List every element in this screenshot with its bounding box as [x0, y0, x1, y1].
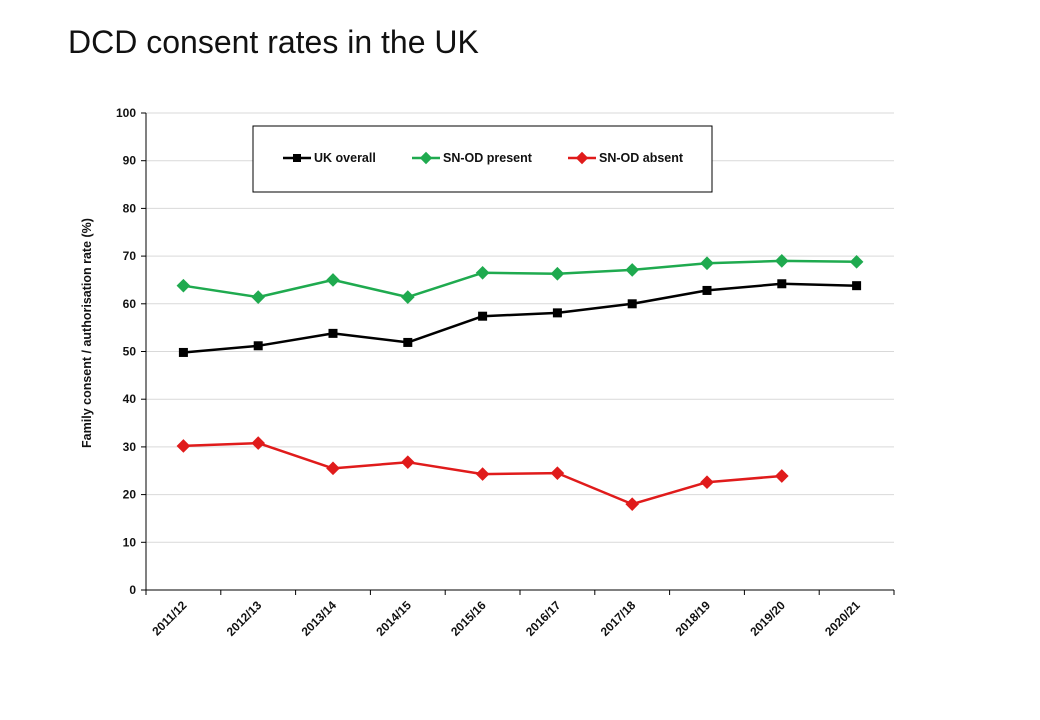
y-tick-label: 40	[123, 392, 137, 406]
data-point	[400, 455, 415, 469]
data-point	[849, 255, 864, 269]
page-title: DCD consent rates in the UK	[68, 24, 479, 60]
data-point	[774, 254, 789, 268]
legend-marker	[419, 151, 433, 165]
y-axis-title: Family consent / authorisation rate (%)	[80, 218, 94, 448]
data-point	[700, 475, 714, 490]
data-point	[176, 439, 191, 453]
y-tick-label: 20	[123, 488, 137, 502]
legend-label: UK overall	[314, 151, 376, 165]
y-tick-label: 70	[123, 249, 137, 263]
data-point	[774, 469, 789, 483]
series-uk-overall	[178, 279, 862, 357]
data-point	[550, 266, 565, 281]
data-point	[400, 290, 415, 304]
data-point	[251, 436, 266, 450]
y-tick-label: 10	[123, 535, 137, 549]
y-tick-label: 80	[123, 201, 137, 215]
legend-label: SN-OD absent	[599, 151, 684, 165]
data-point	[702, 285, 712, 295]
y-tick-label: 60	[123, 297, 137, 311]
series-line	[183, 259, 857, 299]
data-point	[550, 466, 565, 480]
y-tick-labels: 0 10 20 30 40 50 60 70 80 90 100	[116, 106, 136, 597]
series-sn-od-present	[176, 254, 864, 304]
y-tick-label: 100	[116, 106, 136, 120]
x-tick-label: 2011/12	[149, 598, 189, 638]
data-point	[176, 278, 191, 293]
axes	[141, 112, 895, 595]
legend-item: SN-OD present	[412, 151, 533, 165]
data-point	[253, 341, 263, 351]
data-point	[625, 497, 640, 511]
legend-label: SN-OD present	[443, 151, 533, 165]
data-point	[627, 299, 637, 309]
y-tick-label: 0	[129, 583, 136, 597]
legend-item: UK overall	[283, 151, 376, 165]
data-point	[326, 273, 340, 287]
data-point	[777, 279, 787, 289]
data-point	[478, 311, 488, 321]
x-tick-label: 2012/13	[224, 598, 265, 639]
data-point	[552, 308, 562, 318]
x-tick-label: 2017/18	[598, 598, 639, 639]
data-point	[178, 347, 188, 357]
x-tick-label: 2020/21	[822, 598, 863, 639]
y-tick-label: 50	[123, 345, 137, 359]
legend-box	[252, 125, 713, 193]
series-sn-od-absent	[176, 436, 789, 511]
legend-marker	[575, 151, 589, 165]
legend-marker	[293, 154, 301, 162]
data-point	[475, 265, 490, 280]
y-tick-label: 30	[123, 440, 137, 454]
data-point	[326, 461, 340, 476]
legend: UK overall SN-OD present SN-OD absent	[252, 125, 713, 193]
x-tick-label: 2016/17	[523, 598, 564, 639]
x-tick-label: 2013/14	[299, 598, 340, 639]
x-tick-label: 2018/19	[673, 598, 714, 639]
data-point	[475, 467, 490, 481]
legend-item: SN-OD absent	[568, 151, 684, 165]
x-tick-label: 2019/20	[747, 598, 788, 639]
x-tick-label: 2015/16	[448, 598, 489, 639]
data-point	[328, 328, 338, 338]
data-point	[625, 263, 640, 277]
data-point	[403, 337, 413, 347]
x-tick-labels: 2011/12 2012/13 2013/14 2014/15 2015/16 2016/…	[149, 598, 863, 639]
series-group	[176, 254, 864, 511]
data-point	[852, 281, 862, 291]
y-tick-label: 90	[123, 154, 137, 168]
x-tick-label: 2014/15	[373, 598, 414, 639]
data-point	[251, 290, 266, 304]
series-line	[183, 282, 857, 354]
data-point	[700, 256, 714, 271]
